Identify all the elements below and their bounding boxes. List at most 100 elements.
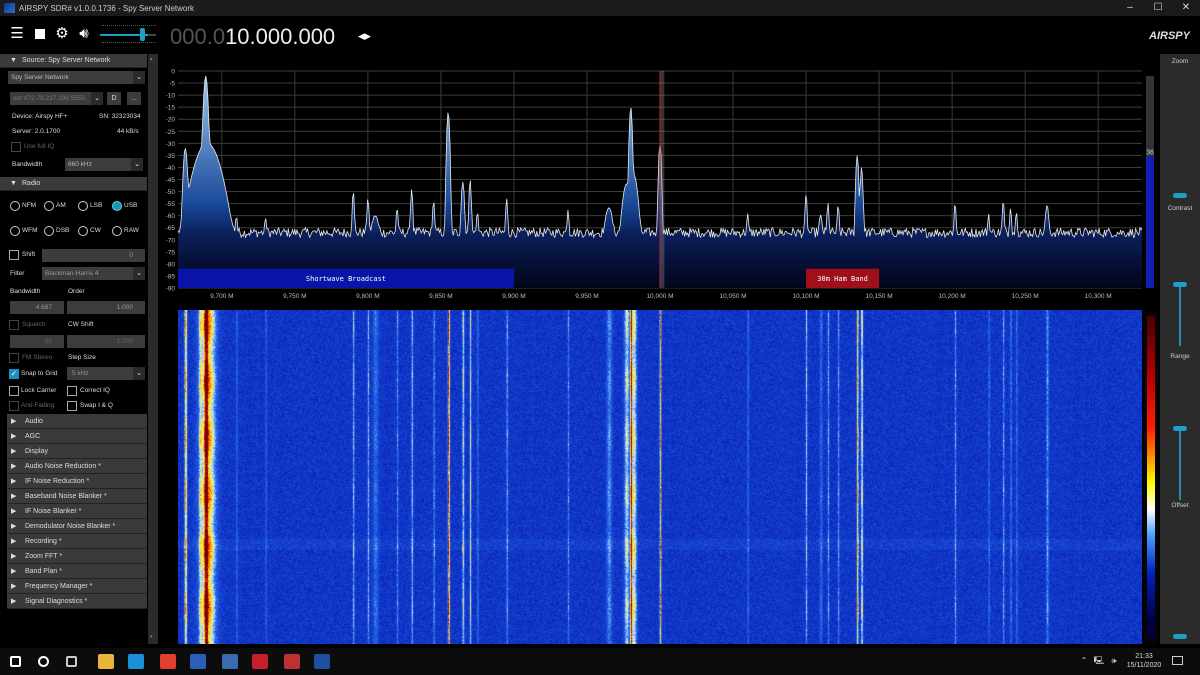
search-icon[interactable] [38,656,49,667]
acrobat-icon[interactable] [252,654,268,669]
squelch-label: Squelch [22,321,46,328]
server-url-input[interactable]: sdr://72.79.237.196:5555 ⌄ [10,92,103,105]
sdr-console-icon[interactable] [284,654,300,669]
mode-radio-nfm[interactable] [10,201,20,211]
zoom-slider[interactable] [1160,68,1200,204]
contrast-slider[interactable] [1160,214,1200,349]
range-slider[interactable] [1160,364,1200,504]
x-tick-label: 10,250 M [1012,293,1039,300]
panel-header[interactable]: ▶ Audio [7,414,147,429]
volume-slider[interactable] [100,24,156,46]
paint-icon[interactable] [222,654,238,669]
volume-tray-icon[interactable]: 🕪 [1111,656,1117,665]
word-icon[interactable] [190,654,206,669]
panel-header[interactable]: ▶ Audio Noise Reduction * [7,459,147,474]
panel-header[interactable]: ▶ IF Noise Blanker * [7,504,147,519]
radio-section-header[interactable]: ▼ Radio [0,177,147,191]
correct-iq-label: Correct IQ [80,387,110,394]
tray-overflow-icon[interactable]: ⌃ [1080,656,1088,665]
tune-arrows-button[interactable]: ◂▸ [358,28,372,43]
panel-header[interactable]: ▶ Baseband Noise Blanker * [7,489,147,504]
panel-title: IF Noise Blanker * [25,507,82,515]
mode-radio-wfm[interactable] [10,226,20,236]
panel-header[interactable]: ▶ IF Noise Reduction * [7,474,147,489]
notifications-icon[interactable] [1172,656,1183,665]
maximize-button[interactable]: ☐ [1153,2,1163,13]
panel-header[interactable]: ▶ AGC [7,429,147,444]
panel-header[interactable]: ▶ Demodulator Noise Blanker * [7,519,147,534]
panel-header[interactable]: ▶ Recording * [7,534,147,549]
chevron-down-icon: ⌄ [131,158,143,171]
anti-fading-checkbox[interactable] [9,401,19,411]
device-label: Device: Airspy HF+ [12,113,68,120]
mode-radio-am[interactable] [44,201,54,211]
mode-radio-usb[interactable] [112,201,122,211]
panel-title: Band Plan * [25,567,62,575]
waterfall-display[interactable] [178,310,1142,644]
frequency-display[interactable]: 000.010.000.000 [170,24,335,50]
range-slider-thumb[interactable] [1173,426,1187,431]
panel-header[interactable]: ▶ Band Plan * [7,564,147,579]
offset-slider[interactable] [1160,512,1200,642]
chrome-icon[interactable] [160,654,176,669]
expand-arrow-icon: ▶ [11,523,17,530]
correct-iq-checkbox[interactable] [67,386,77,396]
frequency-leading-digits[interactable]: 000.0 [170,24,226,49]
task-view-icon[interactable] [66,656,77,667]
mode-radio-cw[interactable] [78,226,88,236]
bandwidth-select[interactable]: 660 kHz ⌄ [65,158,143,171]
connect-button[interactable]: D [107,92,121,105]
panel-header[interactable]: ▶ Frequency Manager * [7,579,147,594]
hamburger-icon[interactable]: ☰ [10,25,24,42]
gear-icon[interactable]: ⚙ [55,25,69,42]
offset-slider-thumb[interactable] [1173,634,1187,639]
mode-radio-dsb[interactable] [44,226,54,236]
spectrum-analyzer[interactable]: 0 -5 -10 -15 -20 -25 -30 -35 -40 -45 -50 -55 -60 -65 -… [160,54,1160,310]
stop-icon[interactable] [32,26,48,42]
scroll-up-icon[interactable]: ▴ [150,56,153,62]
speaker-icon[interactable]: 🔊︎ [79,25,89,42]
source-section-header[interactable]: ▼ Source: Spy Server Network [0,54,147,68]
scroll-down-icon[interactable]: ▾ [150,634,153,640]
frequency-digits[interactable]: 10.000.000 [225,24,336,49]
mode-radio-raw[interactable] [112,226,122,236]
squelch-input[interactable]: 50 [10,335,64,348]
mode-radio-lsb[interactable] [78,201,88,211]
more-button[interactable]: ... [127,92,141,105]
filter-bandwidth-input[interactable]: 4.687 [10,301,64,314]
step-size-select[interactable]: 5 kHz ⌄ [67,367,145,380]
network-icon[interactable]: 🖳 [1093,656,1105,665]
order-input[interactable]: 1.000 [67,301,145,314]
zoom-label: Zoom [1171,58,1189,65]
panel-header[interactable]: ▶ Zoom FFT * [7,549,147,564]
expand-arrow-icon: ▶ [11,568,17,575]
shift-input[interactable]: 0 [42,249,145,262]
contrast-slider-thumb[interactable] [1173,282,1187,287]
cw-shift-input[interactable]: 1.000 [67,335,145,348]
source-select[interactable]: Spy Server Network ⌄ [8,71,145,84]
squelch-checkbox[interactable] [9,320,19,330]
panel-header[interactable]: ▶ Signal Diagnostics * [7,594,147,609]
file-explorer-icon[interactable] [98,654,114,669]
section-title: Source: Spy Server Network [22,57,111,64]
mode-label: USB [124,202,138,209]
shift-checkbox[interactable] [9,250,19,260]
sdrsharp-icon[interactable] [314,654,330,669]
edge-icon[interactable] [128,654,144,669]
snap-to-grid-checkbox[interactable]: ✓ [9,369,19,379]
taskbar: ⌃ 🖳 🕪 21:33 15/11/2020 [0,648,1200,675]
panel-header[interactable]: ▶ Display [7,444,147,459]
close-button[interactable]: ✕ [1181,2,1191,13]
filter-select[interactable]: Blackman-Harris 4 ⌄ [42,267,145,280]
minimize-button[interactable]: – [1127,2,1133,13]
clock[interactable]: 21:33 15/11/2020 [1126,652,1162,670]
lock-carrier-checkbox[interactable] [9,386,19,396]
sidebar-scrollbar[interactable]: ▴ ▾ [148,54,158,644]
fm-stereo-checkbox[interactable] [9,353,19,363]
use-full-iq-checkbox[interactable] [11,142,21,152]
swap-iq-checkbox[interactable] [67,401,77,411]
y-tick-label: -75 [166,249,176,256]
zoom-slider-thumb[interactable] [1173,193,1187,198]
windows-start-icon[interactable] [10,656,21,667]
x-tick-label: 9,800 M [356,293,380,300]
